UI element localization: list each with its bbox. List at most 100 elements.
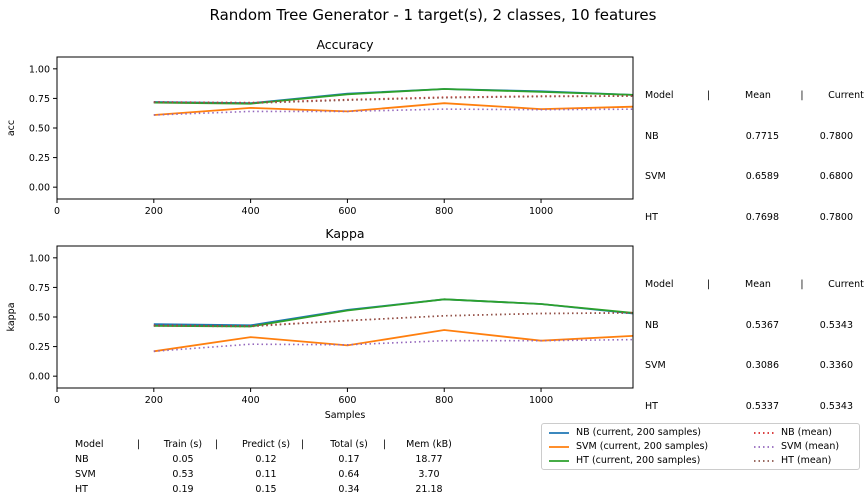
timing-model: SVM (75, 469, 96, 480)
stats-row: SVM 0.3086 0.3360 (645, 359, 866, 373)
accuracy-plot: 0 200 400 600 800 1000 0.00 0.25 0.50 0.75 1.00 acc (6, 56, 634, 217)
acc-series-ht-current (153, 88, 634, 105)
stats-header-sep: | (707, 279, 711, 290)
timing-row: HT 0.19 0.15 0.34 21.18 (75, 482, 461, 497)
acc-ytick-label: 0.50 (29, 124, 50, 135)
stats-header-current: Current (828, 279, 864, 290)
acc-ytick-label: 0.25 (29, 153, 50, 164)
stats-mean: 0.3086 (745, 360, 779, 371)
stats-model: SVM (645, 360, 666, 371)
timing-table-header: Model | Train (s) | Predict (s) | Total … (75, 437, 461, 452)
stats-row: NB 0.5367 0.5343 (645, 319, 866, 333)
stats-current: 0.3360 (819, 360, 853, 371)
stats-header-current: Current (828, 90, 864, 101)
legend-swatch (754, 445, 774, 448)
stats-model: HT (645, 211, 658, 223)
legend-item: NB (mean) (753, 427, 853, 438)
stats-mean: 0.6589 (745, 171, 779, 182)
stats-row: SVM 0.6589 0.6800 (645, 170, 866, 184)
kappa-ytick-label: 0.75 (29, 283, 50, 294)
acc-xtick-label: 0 (54, 206, 60, 217)
stats-header-sep: | (707, 90, 711, 101)
timing-header-total: Total (s) (330, 439, 368, 450)
stats-mean: 0.7715 (745, 130, 779, 142)
legend-swatch (549, 431, 569, 434)
kappa-xtick-label: 600 (338, 395, 356, 406)
timing-header-sep: | (137, 439, 141, 450)
stats-model: NB (645, 319, 659, 331)
stats-model: SVM (645, 171, 666, 182)
acc-ytick-label: 0.75 (29, 94, 50, 105)
kappa-ytick-label: 0.00 (29, 372, 50, 383)
timing-predict: 0.11 (255, 469, 277, 480)
timing-train: 0.53 (172, 469, 194, 480)
legend-label: NB (current, 200 samples) (576, 427, 702, 438)
stats-mean: 0.5367 (745, 319, 779, 331)
kappa-series-ht-current (153, 298, 634, 328)
timing-header-sep: | (215, 439, 219, 450)
timing-mem: 21.18 (415, 484, 443, 495)
stats-header-mean: Mean (745, 90, 771, 101)
kappa-series-nb-mean (153, 311, 634, 327)
stats-header-sep: | (800, 90, 804, 101)
stats-current: 0.7800 (819, 130, 853, 142)
stats-current: 0.6800 (819, 171, 853, 182)
kappa-series-svm-current (153, 329, 634, 353)
acc-xtick-label: 600 (338, 206, 356, 217)
kappa-ytick-label: 1.00 (29, 253, 50, 264)
legend-item: SVM (mean) (753, 441, 853, 452)
legend-item: NB (current, 200 samples) (548, 427, 753, 438)
accuracy-stats-header: Model | Mean | Current (645, 89, 866, 103)
legend-swatch (754, 431, 774, 434)
stats-header-model: Model (645, 90, 674, 101)
legend-item: HT (current, 200 samples) (548, 455, 753, 466)
timing-model: HT (75, 484, 88, 495)
legend-label: HT (mean) (781, 455, 832, 466)
legend-label: SVM (mean) (781, 441, 840, 452)
kappa-series-nb-current (153, 298, 634, 327)
stats-mean: 0.7698 (745, 211, 779, 223)
legend-label: NB (mean) (781, 427, 832, 438)
legend-item: HT (mean) (753, 455, 853, 466)
stats-current: 0.7800 (819, 211, 853, 223)
timing-table: Model | Train (s) | Predict (s) | Total … (75, 437, 461, 497)
timing-header-sep: | (301, 439, 305, 450)
kappa-xtick-label: 0 (54, 395, 60, 406)
acc-ytick-label: 1.00 (29, 64, 50, 75)
acc-xtick-label: 800 (435, 206, 453, 217)
acc-axes-frame (56, 56, 634, 200)
timing-header-mem: Mem (kB) (406, 439, 452, 450)
kappa-stats-header: Model | Mean | Current (645, 278, 866, 292)
legend-swatch (754, 459, 774, 462)
kappa-axes-frame (56, 245, 634, 389)
timing-train: 0.05 (172, 454, 194, 465)
acc-series-svm-current (153, 102, 634, 116)
stats-row: HT 0.7698 0.7800 (645, 211, 866, 225)
kappa-plot: 0 200 400 600 800 1000 0.00 0.25 0.50 0.75 1.00 kap… (6, 245, 634, 421)
kappa-plot-title: Kappa (325, 226, 365, 241)
timing-row: SVM 0.53 0.11 0.64 3.70 (75, 467, 461, 482)
stats-row: HT 0.5337 0.5343 (645, 400, 866, 414)
timing-total: 0.64 (338, 469, 360, 480)
acc-ytick-label: 0.00 (29, 183, 50, 194)
stats-model: NB (645, 130, 659, 142)
legend-swatch (549, 445, 569, 448)
timing-model: NB (75, 454, 89, 465)
stats-header-mean: Mean (745, 279, 771, 290)
acc-xtick-label: 200 (145, 206, 163, 217)
legend-label: SVM (current, 200 samples) (576, 441, 709, 452)
stats-header-model: Model (645, 279, 674, 290)
accuracy-stats: Model | Mean | Current NB 0.7715 0.7800 … (645, 62, 866, 238)
acc-xtick-label: 400 (242, 206, 260, 217)
stats-row: NB 0.7715 0.7800 (645, 130, 866, 144)
kappa-xtick-label: 800 (435, 395, 453, 406)
timing-total: 0.34 (338, 484, 360, 495)
kappa-ytick-label: 0.25 (29, 342, 50, 353)
stats-model: HT (645, 400, 658, 412)
accuracy-plot-title: Accuracy (316, 37, 374, 52)
legend: NB (current, 200 samples) NB (mean) SVM (c… (541, 423, 860, 470)
acc-ylabel: acc (6, 120, 17, 136)
timing-header-predict: Predict (s) (241, 439, 291, 450)
figure-title: Random Tree Generator - 1 target(s), 2 c… (209, 6, 657, 24)
timing-header-sep: | (383, 439, 387, 450)
